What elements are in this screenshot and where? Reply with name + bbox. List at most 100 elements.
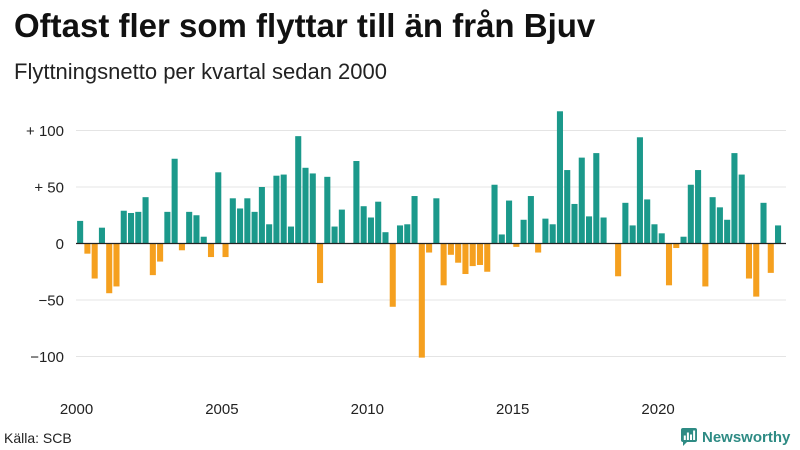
bar-2006-q3 [266, 224, 273, 244]
bar-2020-q4 [680, 236, 687, 244]
bar-2013-q1 [455, 243, 462, 263]
bar-2007-q2 [287, 226, 294, 244]
bar-2003-q1 [164, 211, 171, 244]
bar-2001-q2 [113, 243, 120, 287]
bar-2003-q2 [171, 158, 178, 244]
bar-2019-q2 [636, 137, 643, 244]
bar-2023-q3 [760, 202, 767, 244]
bar-2009-q3 [353, 161, 360, 244]
bar-2004-q4 [215, 172, 222, 244]
x-tick-label-2005: 2005 [205, 401, 238, 418]
bar-2015-q3 [527, 196, 534, 244]
bar-2017-q3 [586, 216, 593, 244]
source-note: Källa: SCB [4, 430, 72, 446]
y-tick-label-minus-100: −100 [30, 349, 64, 366]
bar-2008-q2 [317, 243, 324, 284]
x-tick-label-2000: 2000 [60, 401, 93, 418]
bar-2007-q3 [295, 136, 302, 244]
y-tick-label-100: + 100 [26, 123, 64, 140]
bar-2015-q4 [535, 243, 542, 253]
bar-2018-q1 [600, 217, 607, 244]
bar-2004-q2 [200, 236, 207, 244]
bar-2019-q4 [651, 224, 658, 244]
bar-2007-q1 [280, 174, 287, 244]
bar-2020-q2 [665, 243, 673, 286]
bar-2011-q1 [396, 225, 404, 244]
y-tick-label-minus-50: −50 [39, 293, 64, 310]
y-tick-label-0: 0 [56, 236, 64, 253]
bar-2018-q4 [622, 202, 629, 244]
bar-2001-q1 [106, 243, 113, 294]
chart-subtitle: Flyttningsnetto per kvartal sedan 2000 [14, 59, 388, 84]
bar-2010-q3 [382, 232, 389, 244]
bar-2011-q2 [404, 224, 411, 244]
bar-2009-q4 [360, 206, 367, 244]
bar-2017-q2 [578, 157, 585, 244]
bar-2006-q2 [258, 187, 265, 244]
bar-2014-q1 [484, 243, 491, 272]
bar-2011-q4 [418, 243, 425, 358]
bar-2008-q3 [324, 176, 331, 244]
bar-2021-q2 [695, 170, 702, 244]
bar-2008-q4 [331, 226, 338, 244]
x-axis-tick-labels: 2000 2005 2010 2015 2020 [60, 401, 675, 418]
bar-2000-q2 [84, 243, 91, 254]
y-axis-tick-labels: + 100 + 50 0 −50 −100 [26, 123, 64, 366]
bar-2005-q4 [244, 198, 251, 244]
bar-2009-q1 [338, 209, 345, 244]
bar-2003-q3 [178, 243, 185, 251]
x-tick-label-2015: 2015 [496, 401, 529, 418]
bar-2005-q2 [229, 198, 236, 244]
bar-2021-q1 [687, 184, 694, 244]
bar-2005-q3 [237, 208, 244, 244]
bar-2017-q4 [593, 153, 600, 244]
bar-2021-q4 [709, 197, 716, 244]
bar-2012-q1 [426, 243, 433, 253]
bar-2016-q1 [542, 218, 549, 244]
bar-2013-q3 [469, 243, 476, 267]
gridlines [76, 130, 786, 357]
bar-2010-q4 [389, 243, 396, 307]
bar-2003-q4 [186, 211, 193, 244]
bar-2010-q1 [367, 217, 374, 244]
bar-2008-q1 [309, 173, 316, 244]
bar-2016-q3 [556, 111, 563, 244]
bar-2022-q4 [738, 174, 745, 244]
bar-2001-q4 [127, 212, 135, 244]
bar-2002-q1 [135, 211, 142, 244]
bar-2006-q1 [251, 211, 258, 244]
bar-2020-q1 [658, 233, 665, 244]
bar-2018-q3 [615, 243, 622, 277]
bar-2016-q4 [564, 170, 571, 244]
bar-2002-q3 [149, 243, 156, 276]
bar-2014-q3 [498, 234, 505, 244]
bar-2014-q4 [506, 200, 513, 244]
bar-2019-q1 [629, 225, 636, 244]
bar-2023-q2 [753, 243, 760, 297]
bar-2012-q2 [433, 198, 440, 244]
bar-2019-q3 [644, 199, 651, 244]
x-tick-label-2010: 2010 [351, 401, 384, 418]
bar-2000-q4 [98, 227, 105, 244]
bar-2023-q1 [745, 243, 753, 279]
bar-2004-q1 [193, 215, 200, 244]
x-tick-label-2020: 2020 [641, 401, 674, 418]
bar-2014-q2 [491, 184, 498, 244]
bar-2010-q2 [375, 201, 382, 244]
bar-2013-q2 [462, 243, 469, 275]
bar-2005-q1 [222, 243, 229, 258]
bar-2002-q4 [157, 243, 164, 262]
bar-2023-q4 [767, 243, 774, 273]
bar-2015-q2 [520, 219, 527, 244]
bar-2006-q4 [273, 175, 280, 244]
bar-2020-q3 [673, 243, 680, 249]
bar-2022-q3 [731, 153, 738, 244]
y-tick-label-50: + 50 [34, 180, 64, 197]
bar-2012-q3 [440, 243, 447, 286]
chart-title: Oftast fler som flyttar till än från Bju… [14, 7, 596, 44]
bar-2011-q3 [411, 196, 418, 244]
bar-2022-q2 [724, 219, 731, 244]
bar-2007-q4 [302, 167, 309, 244]
